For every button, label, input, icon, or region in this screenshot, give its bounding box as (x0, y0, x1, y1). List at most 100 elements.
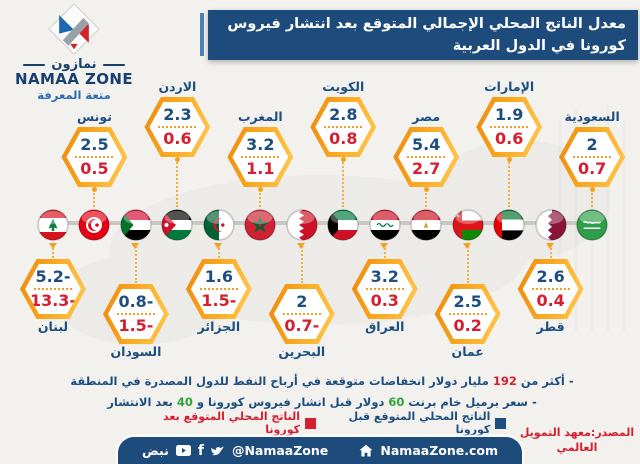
iraq-flag-icon (369, 209, 401, 241)
hexagon-divider (448, 313, 487, 315)
note-text-segment: - سعر برميل خام برنت (404, 395, 537, 410)
hexagon-face: 1.6 1.5- (190, 264, 247, 314)
hexagon-divider (241, 156, 280, 158)
namaa-zone-logo: نمازون NAMAA ZONE متعة المعرفة (8, 2, 140, 103)
connector-dot-icon (340, 157, 346, 162)
timeline-axis (44, 221, 604, 225)
gdp-before-value: 2.6 (536, 267, 565, 287)
gdp-before-value: 5.4 (412, 135, 441, 155)
connector-line-oman (466, 243, 469, 283)
note-text-segment: دولار قبل انشار فيروس كورونا و (192, 395, 389, 410)
hexagon-divider (531, 288, 570, 290)
algeria-flag-icon (203, 209, 235, 241)
connector-dot-icon (423, 187, 429, 192)
legend-label: الناتج المحلي المتوقع بعد كورونا (163, 410, 301, 436)
connector-line-lebanon (52, 243, 54, 258)
country-label-lebanon: لبنان (37, 319, 69, 334)
kuwait-flag-icon (327, 209, 359, 241)
gdp-before-value: 2.5 (80, 135, 109, 155)
hexagon-face: 1.9 0.6 (481, 102, 538, 152)
connector-arrow-icon (214, 243, 223, 249)
gdp-after-value: 0.7- (284, 316, 320, 335)
connector-line-qatar (549, 243, 552, 258)
note-text-segment: - أكثر من (516, 374, 574, 388)
gdp-hexagon-uae: 1.9 0.6 (476, 97, 543, 157)
gdp-before-value: 2.5 (453, 292, 482, 312)
website-link[interactable]: NamaaZone.com (380, 443, 498, 458)
country-label-egypt: مصر (412, 109, 441, 124)
connector-arrow-icon (131, 243, 140, 249)
connector-line-kuwait (342, 159, 345, 207)
connector-line-morocco (259, 189, 262, 207)
hexagon-face: 2.5 0.5 (66, 132, 123, 182)
egypt-flag-icon (410, 209, 442, 241)
gdp-after-value: 0.7 (577, 159, 607, 178)
note-text-segment: 60 (388, 395, 405, 410)
gdp-after-value: 1.5- (201, 291, 237, 310)
connector-line-iraq (383, 243, 386, 258)
hexagon-divider (282, 313, 321, 315)
connector-arrow-icon (546, 243, 555, 249)
country-label-oman: عمان (451, 344, 484, 359)
qatar-flag-icon (534, 209, 567, 241)
gdp-before-value: 3.2 (246, 135, 275, 155)
connector-line-saudi (591, 189, 594, 207)
gdp-before-value: 1.6 (204, 267, 234, 287)
country-label-bahrain: البحرين (278, 344, 326, 359)
country-label-uae: الإمارات (484, 79, 535, 94)
gdp-after-value: 0.2 (453, 316, 482, 335)
connector-arrow-icon (380, 243, 389, 249)
gdp-after-value: 1.1 (246, 159, 275, 178)
uae-flag-icon (493, 209, 525, 241)
gdp-before-value: 2 (296, 292, 308, 312)
gdp-after-value: 0.3 (370, 291, 399, 310)
country-label-kuwait: الكويت (322, 79, 365, 94)
note-line: - أكثر من 192 مليار دولار انخفاضات متوقع… (28, 371, 616, 392)
hexagon-divider (199, 288, 238, 290)
gdp-hexagon-tunisia: 2.5 0.5 (61, 127, 128, 187)
home-icon[interactable] (359, 444, 373, 457)
legend: الناتج المحلي المتوقع قبل كورونا الناتج ا… (130, 410, 506, 436)
country-label-qatar: قطر (536, 319, 565, 334)
hexagon-face: 2.3 0.6 (149, 102, 206, 152)
country-label-algeria: الجزائر (197, 319, 241, 334)
gdp-before-value: 2 (586, 135, 598, 155)
connector-line-sudan (134, 243, 137, 283)
facebook-icon[interactable]: f (197, 442, 204, 459)
note-text-segment: مليار دولار انخفاضات متوقعة في أرباح الن… (70, 374, 493, 388)
gdp-after-value: 0.8 (329, 129, 358, 148)
youtube-icon[interactable] (175, 445, 191, 456)
note-text-segment: بعد الانتشار (107, 395, 177, 410)
country-label-morocco: المغرب (237, 109, 283, 124)
hexagon-face: 2 0.7- (273, 289, 330, 339)
note-text-segment: 40 (176, 395, 193, 410)
gdp-after-value: 0.5 (80, 159, 109, 178)
legend-item: الناتج المحلي المتوقع بعد كورونا (130, 410, 316, 436)
twitter-icon[interactable] (211, 445, 225, 457)
gdp-after-value: 0.6 (494, 129, 524, 148)
gdp-hexagon-lebanon: 5.2- 13.3- (20, 259, 86, 319)
connector-dot-icon (257, 187, 263, 192)
lebanon-flag-icon (37, 209, 69, 241)
page-title: معدل الناتج المحلي الإجمالي المتوقع بعد … (208, 10, 638, 60)
hexagon-face: 3.2 0.3 (356, 264, 413, 314)
connector-dot-icon (174, 157, 180, 162)
gdp-hexagon-bahrain: 2 0.7- (268, 284, 335, 344)
connector-line-bahrain (300, 243, 303, 283)
hexagon-divider (324, 126, 363, 128)
hexagon-face: 2 0.7 (564, 132, 621, 182)
gdp-hexagon-algeria: 1.6 1.5- (185, 259, 252, 319)
nabd-label[interactable]: نبض (142, 443, 169, 458)
connector-arrow-icon (48, 243, 57, 249)
gdp-hexagon-morocco: 3.2 1.1 (227, 127, 294, 187)
logo-arabic-name: نمازون (8, 57, 140, 72)
gdp-hexagon-egypt: 5.4 2.7 (393, 127, 460, 187)
gdp-after-value: 1.5- (118, 316, 154, 335)
source-credit: المصدر:معهد التمويل العالمي (519, 426, 635, 454)
gdp-hexagon-saudi: 2 0.7 (559, 127, 626, 187)
hexagon-face: 2.6 0.4 (522, 264, 579, 314)
country-label-sudan: السودان (110, 344, 162, 359)
social-handle[interactable]: @NamaaZone (231, 443, 329, 458)
bahrain-flag-icon (286, 209, 318, 241)
